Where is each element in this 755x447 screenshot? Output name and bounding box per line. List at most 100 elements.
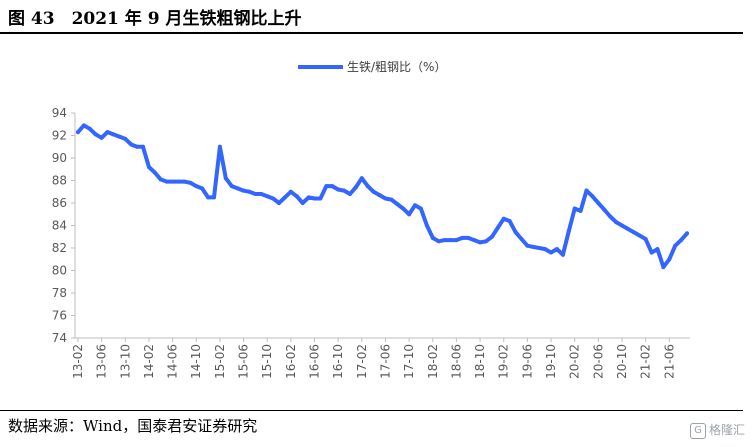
data-point (578, 208, 583, 213)
y-tick-label: 90 (52, 151, 67, 165)
data-point (661, 265, 666, 270)
y-tick-label: 92 (52, 129, 67, 143)
data-point (342, 188, 347, 193)
data-point (158, 177, 163, 182)
data-point (590, 194, 595, 199)
data-point (436, 239, 441, 244)
y-tick-label: 86 (52, 196, 67, 210)
data-point (117, 134, 122, 139)
data-point (359, 176, 364, 181)
data-point (525, 243, 530, 248)
y-tick-label: 82 (52, 241, 67, 255)
data-point (667, 257, 672, 262)
data-point (655, 247, 660, 252)
data-point (324, 184, 329, 189)
data-point (365, 184, 370, 189)
data-point (81, 123, 86, 128)
data-point (146, 165, 151, 169)
x-tick-label: 17-10 (402, 344, 416, 379)
data-point (478, 240, 483, 245)
data-point (608, 214, 613, 219)
data-point (472, 238, 477, 243)
data-point (631, 230, 636, 235)
y-axis: 74 76 78 80 82 84 86 88 90 92 94 (52, 106, 76, 345)
data-point (294, 194, 299, 199)
x-tick-label: 20-06 (591, 344, 605, 379)
data-point (188, 180, 193, 185)
x-tick-label: 19-10 (544, 344, 558, 379)
x-tick-label: 19-06 (520, 344, 534, 379)
data-point (413, 203, 417, 208)
data-point (395, 202, 400, 207)
y-tick-label: 88 (52, 174, 67, 188)
x-tick-label: 14-06 (166, 344, 180, 379)
data-point (241, 188, 246, 193)
data-point (484, 239, 488, 244)
data-point (164, 179, 169, 184)
data-point (105, 130, 110, 135)
data-point (76, 130, 80, 135)
data-point (87, 126, 92, 131)
data-point (495, 225, 500, 230)
x-tick-label: 17-06 (378, 344, 392, 379)
data-point (679, 238, 684, 243)
data-point (513, 230, 518, 235)
x-tick-label: 20-10 (615, 344, 629, 379)
data-point (507, 219, 512, 223)
data-point (176, 179, 181, 184)
data-point (235, 186, 240, 191)
data-point (318, 196, 323, 201)
data-point (353, 185, 358, 190)
data-point (625, 226, 630, 231)
x-tick-label: 14-02 (142, 344, 156, 379)
data-point (253, 192, 258, 196)
x-tick-label: 18-02 (426, 344, 440, 379)
data-point (217, 144, 222, 149)
data-point (572, 206, 577, 211)
x-tick-label: 14-10 (189, 344, 203, 379)
x-tick-label: 16-10 (331, 344, 345, 379)
data-point (543, 247, 548, 252)
data-point (265, 194, 270, 199)
data-point (93, 132, 98, 137)
data-point (277, 201, 281, 205)
y-tick-label: 78 (52, 286, 67, 300)
y-tick-label: 74 (52, 331, 67, 345)
x-tick-label: 16-02 (284, 344, 298, 379)
data-point (537, 246, 542, 250)
plot-area (76, 123, 689, 270)
data-point (566, 229, 571, 234)
x-axis: 13-02 13-06 13-10 14-02 14-06 14-10 15-02 15-06… (71, 337, 690, 379)
x-tick-label: 15-10 (260, 344, 274, 379)
data-point (371, 189, 376, 194)
data-point (460, 235, 465, 240)
x-tick-label: 18-10 (473, 344, 487, 379)
data-point (643, 237, 648, 241)
data-point (424, 223, 429, 228)
data-point (129, 142, 134, 147)
data-point (312, 196, 317, 201)
x-tick-label: 16-06 (307, 344, 321, 379)
data-point (448, 238, 453, 243)
data-point (489, 234, 494, 239)
data-point (194, 184, 199, 189)
data-point (649, 250, 654, 255)
data-point (401, 206, 406, 211)
data-point (200, 186, 205, 191)
figure-title: 图 43 2021 年 9 月生铁粗钢比上升 (8, 9, 302, 29)
data-point (206, 195, 211, 200)
data-point (111, 132, 116, 137)
y-tick-label: 94 (52, 106, 67, 120)
data-point (288, 189, 293, 194)
data-point (336, 187, 341, 192)
data-point (584, 188, 589, 193)
data-point (123, 136, 128, 141)
data-point (501, 216, 506, 221)
data-point (531, 244, 536, 249)
data-point (135, 144, 140, 149)
x-tick-label: 15-02 (213, 344, 227, 379)
x-tick-label: 13-10 (118, 344, 132, 379)
data-point (170, 179, 175, 184)
watermark-logo-icon: G (689, 422, 706, 439)
